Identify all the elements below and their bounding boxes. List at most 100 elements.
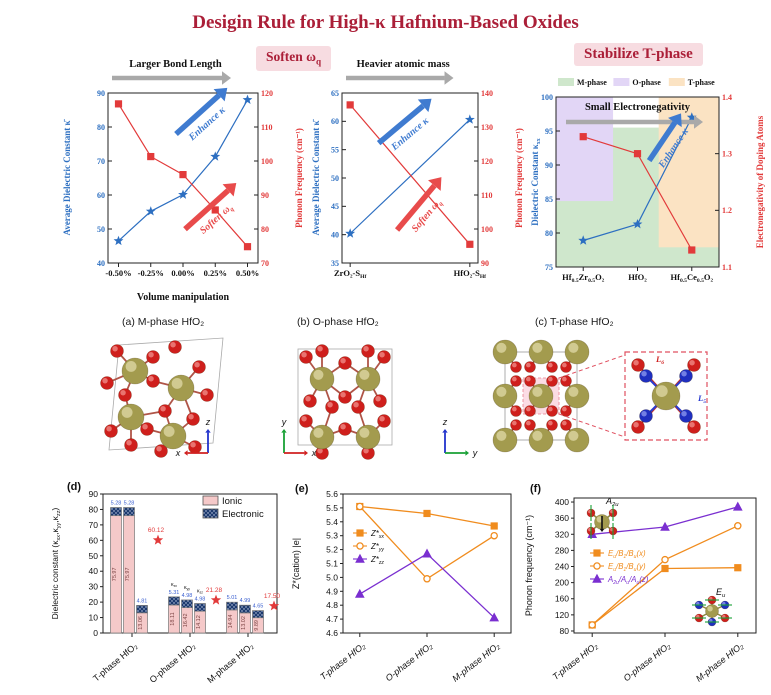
svg-text:50: 50 — [97, 225, 105, 234]
svg-text:55: 55 — [331, 145, 339, 154]
svg-text:16.42: 16.42 — [183, 613, 189, 627]
inset-a2u-mode: A2u — [586, 496, 619, 539]
caption-m-phase: (a) M-phase HfO₂ — [122, 316, 205, 328]
svg-text:5.0: 5.0 — [326, 572, 338, 582]
chart-phonon-frequency: 80 120 160 200 240 280 320 360 400 (f) Phonon freq… — [524, 483, 757, 684]
svg-text:5.01: 5.01 — [227, 595, 238, 601]
svg-text:A2u/Au/Au(z): A2u/Au/Au(z) — [607, 575, 649, 586]
svg-text:Average Dielectric Constant κ̄: Average Dielectric Constant κ̄ — [62, 118, 72, 235]
chart-born-charges: 4.6 4.7 4.8 4.9 5.0 5.1 5.2 5.3 5.4 5.5 5.6 (e) Z*(c… — [291, 483, 512, 684]
svg-text:κzz: κzz — [197, 589, 203, 595]
svg-text:4.9: 4.9 — [326, 586, 338, 596]
svg-text:Z*zz: Z*zz — [370, 555, 384, 566]
bar-electronic — [252, 610, 264, 619]
svg-text:60.12: 60.12 — [148, 527, 165, 534]
svg-text:240: 240 — [555, 562, 569, 572]
svg-text:4.99: 4.99 — [240, 598, 251, 604]
bar-electronic — [181, 599, 193, 608]
svg-text:5.6: 5.6 — [326, 489, 338, 499]
svg-text:Z*(cation) |e|: Z*(cation) |e| — [291, 538, 301, 589]
svg-text:4.6: 4.6 — [326, 628, 338, 638]
svg-text:90: 90 — [545, 161, 553, 170]
svg-text:4.98: 4.98 — [195, 597, 206, 603]
svg-text:ZrO₂-SHf: ZrO₂-SHf — [334, 268, 367, 280]
svg-text:Small Electronegativity: Small Electronegativity — [585, 102, 691, 113]
svg-text:z: z — [205, 417, 211, 427]
svg-text:1.2: 1.2 — [722, 206, 732, 215]
svg-text:35: 35 — [331, 259, 339, 268]
svg-text:65: 65 — [331, 89, 339, 98]
svg-text:40: 40 — [89, 566, 99, 576]
svg-text:Dielectric Constant κxx: Dielectric Constant κxx — [530, 138, 542, 225]
svg-text:κxx: κxx — [171, 582, 177, 588]
svg-text:120: 120 — [555, 610, 569, 620]
svg-text:5.1: 5.1 — [326, 559, 338, 569]
svg-text:13.02: 13.02 — [241, 616, 247, 630]
svg-text:O-phase HfO₂: O-phase HfO₂ — [384, 640, 435, 683]
annotation: Enhance κ — [376, 98, 432, 154]
svg-text:M-phase HfO₂: M-phase HfO₂ — [205, 641, 255, 686]
svg-text:5.4: 5.4 — [326, 517, 338, 527]
svg-text:80: 80 — [545, 229, 553, 238]
svg-text:85: 85 — [545, 195, 553, 204]
svg-text:-0.50%: -0.50% — [105, 268, 131, 278]
svg-text:4.7: 4.7 — [326, 614, 338, 624]
svg-text:60: 60 — [89, 535, 99, 545]
svg-text:1.4: 1.4 — [722, 93, 732, 102]
svg-text:50: 50 — [89, 551, 99, 561]
svg-text:Ionic: Ionic — [222, 496, 242, 507]
svg-text:Hf0.5Zr0.5O₂: Hf0.5Zr0.5O₂ — [562, 272, 605, 284]
svg-text:50: 50 — [331, 174, 339, 183]
svg-text:320: 320 — [555, 529, 569, 539]
svg-text:80: 80 — [97, 123, 105, 132]
svg-text:Hf0.5Ce0.5O₂: Hf0.5Ce0.5O₂ — [671, 272, 714, 284]
svg-text:70: 70 — [89, 520, 99, 530]
svg-text:Z*xx: Z*xx — [370, 529, 384, 540]
svg-text:T-phase HfO₂: T-phase HfO₂ — [91, 641, 140, 684]
svg-text:1.1: 1.1 — [722, 263, 732, 272]
svg-text:Eu: Eu — [716, 587, 726, 599]
svg-text:140: 140 — [481, 89, 493, 98]
bar-electronic — [168, 596, 180, 606]
structure-m-phase: zx — [100, 337, 224, 458]
svg-text:14.12: 14.12 — [196, 615, 202, 629]
bar-electronic — [136, 605, 148, 614]
annotation: Soften ωq — [394, 177, 445, 234]
svg-text:T-phase HfO₂: T-phase HfO₂ — [318, 640, 367, 682]
series-phonon-frequency — [349, 104, 471, 245]
svg-text:100: 100 — [541, 93, 553, 102]
svg-text:T-phase HfO₂: T-phase HfO₂ — [551, 640, 600, 682]
svg-text:x: x — [175, 448, 181, 458]
svg-text:120: 120 — [481, 157, 493, 166]
svg-text:Volume manipulation: Volume manipulation — [137, 292, 230, 303]
svg-text:200: 200 — [555, 578, 569, 588]
svg-text:Enhance κ: Enhance κ — [389, 115, 432, 153]
svg-text:4.98: 4.98 — [182, 593, 193, 599]
svg-text:75.97: 75.97 — [125, 567, 131, 581]
svg-text:21.28: 21.28 — [206, 587, 223, 594]
svg-text:L6: L6 — [655, 354, 664, 366]
svg-text:5.2: 5.2 — [326, 545, 338, 555]
svg-text:100: 100 — [481, 225, 493, 234]
region-O-phase — [556, 97, 614, 202]
bar-electronic — [194, 603, 206, 612]
svg-text:Eu/B1/Bu(y): Eu/B1/Bu(y) — [608, 562, 646, 573]
svg-text:O-phase HfO₂: O-phase HfO₂ — [622, 640, 673, 683]
svg-text:280: 280 — [555, 545, 569, 555]
svg-text:0.25%: 0.25% — [204, 268, 227, 278]
svg-text:80: 80 — [560, 626, 570, 636]
bar-electronic — [226, 601, 238, 611]
series-average-dielectric-constant — [349, 119, 471, 234]
region-T-phase — [658, 97, 719, 248]
bar-electronic — [110, 507, 122, 517]
svg-text:A2u: A2u — [605, 496, 619, 508]
svg-text:18.11: 18.11 — [170, 612, 176, 625]
svg-text:Phonon frequency (cm⁻¹): Phonon frequency (cm⁻¹) — [524, 515, 534, 616]
series-line — [359, 506, 495, 580]
svg-text:60: 60 — [331, 117, 339, 126]
figure-title: Desigin Rule for High-κ Hafnium-Based Ox… — [192, 12, 579, 33]
svg-text:0.50%: 0.50% — [236, 268, 259, 278]
bar-electronic — [123, 507, 135, 517]
svg-text:10: 10 — [89, 613, 99, 623]
